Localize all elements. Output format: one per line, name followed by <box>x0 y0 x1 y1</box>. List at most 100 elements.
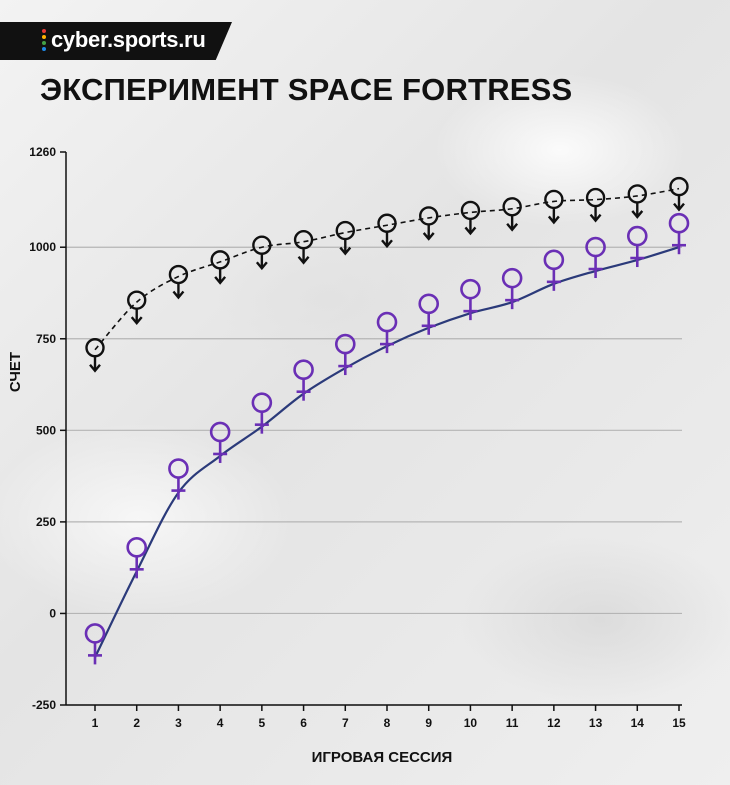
male-symbol-marker <box>544 189 564 225</box>
x-tick-label: 7 <box>342 716 349 730</box>
marker-arrow <box>589 213 602 223</box>
male-symbol-marker <box>377 213 397 249</box>
marker-arrow <box>339 246 352 256</box>
marker-arrow <box>255 261 268 271</box>
brand-dot <box>42 35 46 39</box>
marker-arrow <box>89 363 101 373</box>
marker-ring <box>127 290 147 310</box>
female-symbol-marker <box>626 225 648 268</box>
female-symbol-marker <box>543 249 565 291</box>
x-tick-label: 10 <box>464 716 478 730</box>
male-symbol-marker <box>585 187 606 223</box>
y-tick-label: 0 <box>49 606 56 620</box>
marker-ring <box>627 184 647 204</box>
marker-arrow <box>631 210 644 219</box>
marker-ring <box>585 187 606 208</box>
male-symbol-marker <box>419 206 439 241</box>
marker-ring <box>293 359 314 381</box>
x-tick-label: 1 <box>92 716 99 730</box>
brand-dot <box>42 47 46 51</box>
brand-logo-text[interactable]: cyber.sports.ru <box>51 27 206 52</box>
marker-ring <box>502 197 522 217</box>
x-tick-label: 2 <box>133 716 140 730</box>
x-tick-label: 9 <box>425 716 432 730</box>
x-tick-label: 3 <box>175 716 182 730</box>
marker-ring <box>668 212 690 234</box>
marker-arrow <box>297 255 310 265</box>
x-tick-label: 11 <box>506 716 519 730</box>
female-symbol-marker <box>209 421 231 463</box>
x-tick-label: 12 <box>547 716 561 730</box>
female-symbol-marker <box>251 392 273 434</box>
marker-arrow <box>464 226 477 236</box>
male-symbol-marker <box>168 264 189 300</box>
x-tick-label: 5 <box>259 716 266 730</box>
male-symbol-marker <box>335 220 355 256</box>
male-symbol-marker <box>210 250 230 285</box>
marker-ring <box>460 200 481 221</box>
male-symbol-marker <box>502 197 522 232</box>
marker-ring <box>126 537 148 558</box>
female-symbol-marker <box>293 359 314 401</box>
y-axis-label: СЧЕТ <box>7 352 24 392</box>
marker-arrow <box>547 215 560 225</box>
female-symbol-marker <box>501 267 523 310</box>
female-symbol-marker <box>334 333 356 376</box>
x-tick-label: 8 <box>384 716 391 730</box>
y-tick-label: 500 <box>36 423 56 437</box>
x-tick-label: 4 <box>217 716 224 730</box>
female-symbol-marker <box>84 623 106 665</box>
brand-logo-dots <box>42 29 47 51</box>
marker-arrow <box>381 239 393 249</box>
female-symbol-marker <box>168 458 189 500</box>
series-line-dashed <box>94 187 680 351</box>
y-tick-label: 250 <box>36 515 56 529</box>
x-tick-label: 15 <box>672 716 686 730</box>
x-tick-label: 13 <box>589 716 603 730</box>
marker-ring <box>251 392 273 413</box>
marker-ring <box>335 220 355 241</box>
marker-ring <box>334 333 356 355</box>
marker-ring <box>376 311 398 333</box>
marker-arrow <box>130 316 143 326</box>
x-tick-label: 6 <box>300 716 307 730</box>
female-symbol-marker <box>126 537 148 579</box>
marker-ring <box>501 267 523 289</box>
female-symbol-marker <box>418 293 440 335</box>
marker-ring <box>293 230 314 250</box>
marker-arrow <box>422 232 435 241</box>
marker-ring <box>669 176 689 197</box>
page-title: ЭКСПЕРИМЕНТ SPACE FORTRESS <box>40 72 573 107</box>
marker-arrow <box>172 290 185 300</box>
female-symbol-marker <box>460 278 481 321</box>
marker-ring <box>377 213 397 233</box>
marker-arrow <box>506 222 519 232</box>
male-symbol-marker <box>252 235 272 271</box>
marker-ring <box>85 338 105 358</box>
y-tick-label: 1260 <box>29 145 56 159</box>
female-symbol-marker <box>376 311 398 354</box>
y-tick-label: 750 <box>36 332 56 346</box>
x-tick-label: 14 <box>631 716 645 730</box>
marker-ring <box>168 458 189 479</box>
y-tick-label: 1000 <box>29 240 56 254</box>
marker-ring <box>84 623 106 644</box>
marker-ring <box>543 249 565 271</box>
female-symbol-marker <box>668 212 690 255</box>
marker-arrow <box>214 276 227 285</box>
male-symbol-marker <box>293 230 314 265</box>
marker-ring <box>419 206 439 226</box>
marker-ring <box>626 225 648 247</box>
male-symbol-marker <box>460 200 481 236</box>
male-symbol-marker <box>127 290 147 326</box>
brand-dot <box>42 29 46 33</box>
male-symbol-marker <box>669 176 689 212</box>
marker-ring <box>209 421 231 443</box>
y-tick-label: -250 <box>32 698 56 712</box>
brand-dot <box>42 41 46 45</box>
male-symbol-marker <box>85 338 105 373</box>
x-axis-label: ИГРОВАЯ СЕССИЯ <box>312 749 453 766</box>
marker-arrow <box>673 202 685 212</box>
